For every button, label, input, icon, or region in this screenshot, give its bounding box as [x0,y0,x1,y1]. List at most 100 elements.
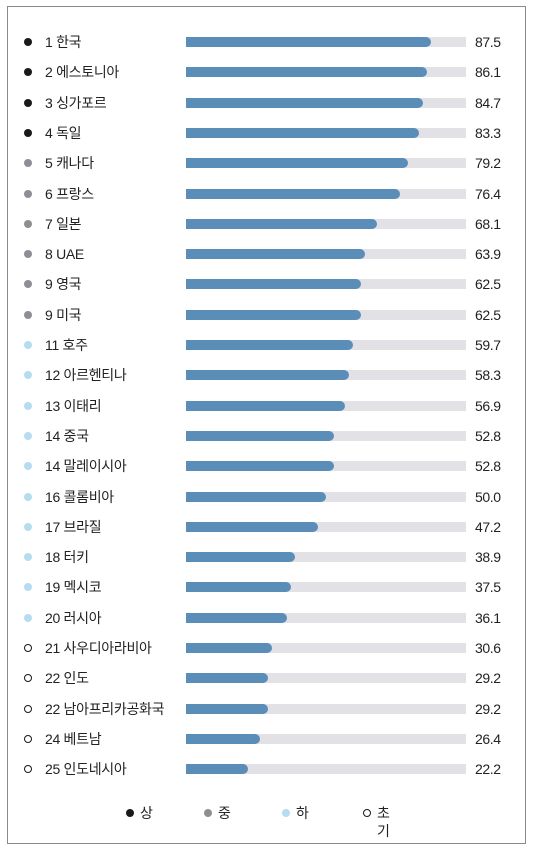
tier-marker [24,38,32,46]
bar-track [186,703,466,714]
bar-track [186,491,466,502]
tier-marker [24,583,32,592]
tier-marker [24,734,32,743]
legend-marker [282,809,290,817]
chart-row: 13 이태리 56.9 [8,396,527,416]
bar [186,67,428,78]
bar [186,97,424,108]
legend-marker [363,809,371,817]
tier-marker [24,68,32,77]
value-label: 52.8 [475,427,501,444]
legend-label: 초기 [377,805,390,839]
bar [186,733,260,744]
bar [186,521,319,532]
value-label: 50.0 [475,488,501,505]
row-label: 24 베트남 [45,730,102,747]
chart-row: 16 콜롬비아 50.0 [8,487,527,507]
chart-row: 19 멕시코 37.5 [8,577,527,597]
value-label: 59.7 [475,337,501,353]
bar [186,552,295,563]
chart-row: 11 호주 59.7 [8,335,527,355]
chart-row: 1 한국 87.5 [8,32,527,52]
tier-marker [24,250,32,259]
tier-marker [24,341,32,349]
row-label: 14 말레이시아 [45,458,127,475]
bar [186,643,272,653]
chart-row: 6 프랑스 76.4 [8,184,527,204]
chart-row: 4 독일 83.3 [8,123,527,143]
bar-track [186,552,466,563]
bar [186,491,326,502]
tier-marker [24,553,32,562]
bar-track [186,340,466,350]
bar-track [186,279,466,290]
value-label: 63.9 [475,246,501,263]
value-label: 68.1 [475,215,501,232]
tier-marker [24,522,32,531]
chart-row: 3 싱가포르 84.7 [8,93,527,113]
row-label: 21 사우디아라비아 [45,640,152,656]
chart-row: 7 일본 68.1 [8,214,527,234]
chart-row: 14 말레이시아 52.8 [8,456,527,476]
value-label: 36.1 [475,609,501,626]
value-label: 83.3 [475,124,501,141]
tier-marker [24,401,32,410]
bar-track [186,67,466,78]
row-label: 2 에스토니아 [45,64,119,81]
legend-label: 하 [296,805,309,821]
legend: 상 중 하 초기 [8,803,527,839]
tier-marker [24,219,32,228]
tier-marker [24,98,32,107]
tier-marker [24,674,32,683]
bar [186,158,408,169]
row-label: 13 이태리 [45,397,102,414]
chart-row: 25 인도네시아 22.2 [8,759,527,779]
bar [186,218,377,229]
bar [186,249,365,260]
chart-row: 20 러시아 36.1 [8,608,527,628]
bar-track [186,733,466,744]
bar [186,127,420,138]
bar [186,703,268,714]
bar-track [186,309,466,320]
bar-track [186,400,466,411]
tier-marker [24,462,32,471]
bar-track [186,97,466,108]
bar-track [186,521,466,532]
row-label: 18 터키 [45,549,89,566]
tier-marker [24,644,32,652]
row-label: 16 콜롬비아 [45,488,114,505]
value-label: 58.3 [475,367,501,384]
tier-marker [24,159,32,168]
bar-track [186,643,466,653]
bar [186,430,334,441]
value-label: 37.5 [475,579,501,596]
tier-marker [24,492,32,501]
tier-marker [24,765,32,774]
bar-track [186,430,466,441]
tier-marker [24,431,32,440]
bar-track [186,188,466,199]
bar [186,673,268,684]
chart-row: 9 미국 62.5 [8,305,527,325]
row-label: 9 미국 [45,306,82,323]
bar [186,582,291,593]
value-label: 86.1 [475,64,501,81]
chart-row: 18 터키 38.9 [8,547,527,567]
bar [186,309,361,320]
row-label: 1 한국 [45,34,82,50]
row-label: 22 남아프리카공화국 [45,700,165,717]
legend-marker [204,809,212,817]
row-label: 12 아르헨티나 [45,367,127,384]
row-label: 17 브라질 [45,518,102,535]
value-label: 47.2 [475,518,501,535]
legend-label: 상 [140,805,153,821]
value-label: 30.6 [475,640,501,656]
row-label: 9 영국 [45,276,82,293]
chart-row: 22 남아프리카공화국 29.2 [8,699,527,719]
chart-frame: 1 한국 87.5 2 에스토니아 86.1 3 싱가포르 84.7 4 독일 83.3 5 캐… [7,6,526,844]
tier-marker [24,310,32,319]
row-label: 4 독일 [45,124,82,141]
chart-row: 22 인도 29.2 [8,668,527,688]
chart-row: 17 브라질 47.2 [8,517,527,537]
